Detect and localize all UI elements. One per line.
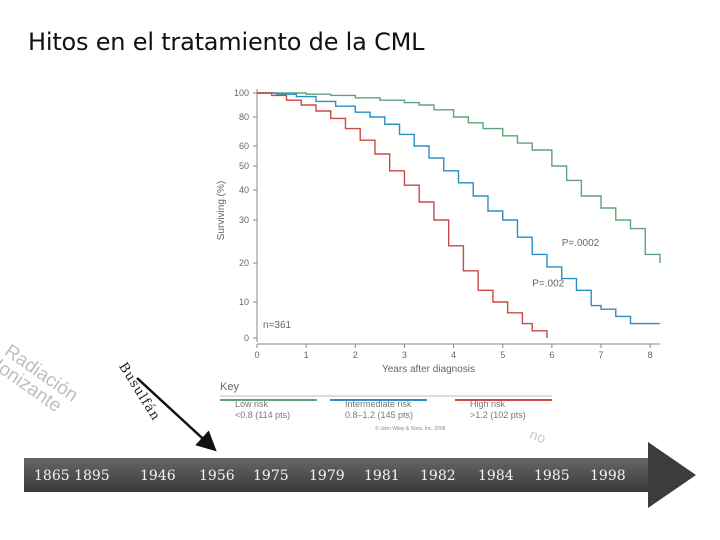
y-tick-label: 0 <box>244 333 249 343</box>
y-tick-label: 80 <box>239 112 249 122</box>
survival-chart: 0 10 20 30 40 50 60 80 100 0 1 2 3 4 5 6 7 8 Years after d… <box>216 88 661 432</box>
timeline-year: 1956 <box>199 468 235 484</box>
y-tick-label: 20 <box>239 258 249 268</box>
timeline: 1865 1895 1946 1956 1975 1979 1981 1982 1984 198… <box>24 442 696 508</box>
p-value-annotation: P=.002 <box>532 278 564 289</box>
y-tick-label: 40 <box>239 185 249 195</box>
legend-label: High risk <box>470 399 506 409</box>
pointer-arrow <box>136 377 217 452</box>
timeline-year: 1998 <box>590 468 626 484</box>
legend-sublabel: 0.8–1.2 (145 pts) <box>345 410 413 420</box>
chart-labels: 0 10 20 30 40 50 60 80 100 0 1 2 3 4 5 6 7 8 Years after d… <box>216 88 653 375</box>
x-axis-label: Years after diagnosis <box>382 364 475 375</box>
chart-series <box>257 92 661 338</box>
legend-label: Low risk <box>235 399 269 409</box>
legend-sublabel: <0.8 (114 pts) <box>235 410 290 420</box>
timeline-year: 1865 1895 <box>34 468 110 484</box>
y-tick-label: 60 <box>239 141 249 151</box>
timeline-arrow <box>24 442 696 508</box>
legend-sublabel: >1.2 (102 pts) <box>470 410 526 420</box>
timeline-year: 1982 <box>420 468 456 484</box>
p-value-annotation: P=.0002 <box>562 238 600 249</box>
n-label: n=361 <box>263 320 292 331</box>
series-line-low-risk <box>257 92 661 263</box>
x-tick-label: 8 <box>648 350 653 360</box>
x-tick-label: 0 <box>254 350 259 360</box>
x-tick-label: 7 <box>599 350 604 360</box>
y-tick-label: 10 <box>239 297 249 307</box>
timeline-year: 1985 <box>534 468 570 484</box>
timeline-year: 1984 <box>478 468 514 484</box>
y-axis-label: Surviving (%) <box>216 181 227 240</box>
legend-label: Intermediate risk <box>345 399 412 409</box>
y-tick-label: 100 <box>234 88 249 98</box>
slide-title: Hitos en el tratamiento de la CML <box>28 28 425 56</box>
x-tick-label: 2 <box>353 350 358 360</box>
legend-title: Key <box>220 381 239 393</box>
series-line-high-risk <box>257 92 548 338</box>
timeline-year: 1981 <box>364 468 400 484</box>
timeline-year: 1946 <box>140 468 176 484</box>
y-tick-label: 50 <box>239 161 249 171</box>
chart-legend: Key Low risk<0.8 (114 pts) Intermediate ri… <box>220 381 552 432</box>
radiacion-label: Radiación Ionizante <box>0 340 82 417</box>
chart-axes <box>253 89 660 348</box>
x-tick-label: 6 <box>549 350 554 360</box>
timeline-year: 1975 <box>253 468 289 484</box>
x-tick-label: 4 <box>451 350 456 360</box>
x-tick-label: 1 <box>304 350 309 360</box>
timeline-year: 1979 <box>309 468 345 484</box>
x-tick-label: 5 <box>500 350 505 360</box>
y-tick-label: 30 <box>239 215 249 225</box>
series-line-intermediate-risk <box>257 92 660 325</box>
copyright-note: © John Wiley & Sons, Inc. 2008 <box>375 425 446 432</box>
x-tick-label: 3 <box>402 350 407 360</box>
